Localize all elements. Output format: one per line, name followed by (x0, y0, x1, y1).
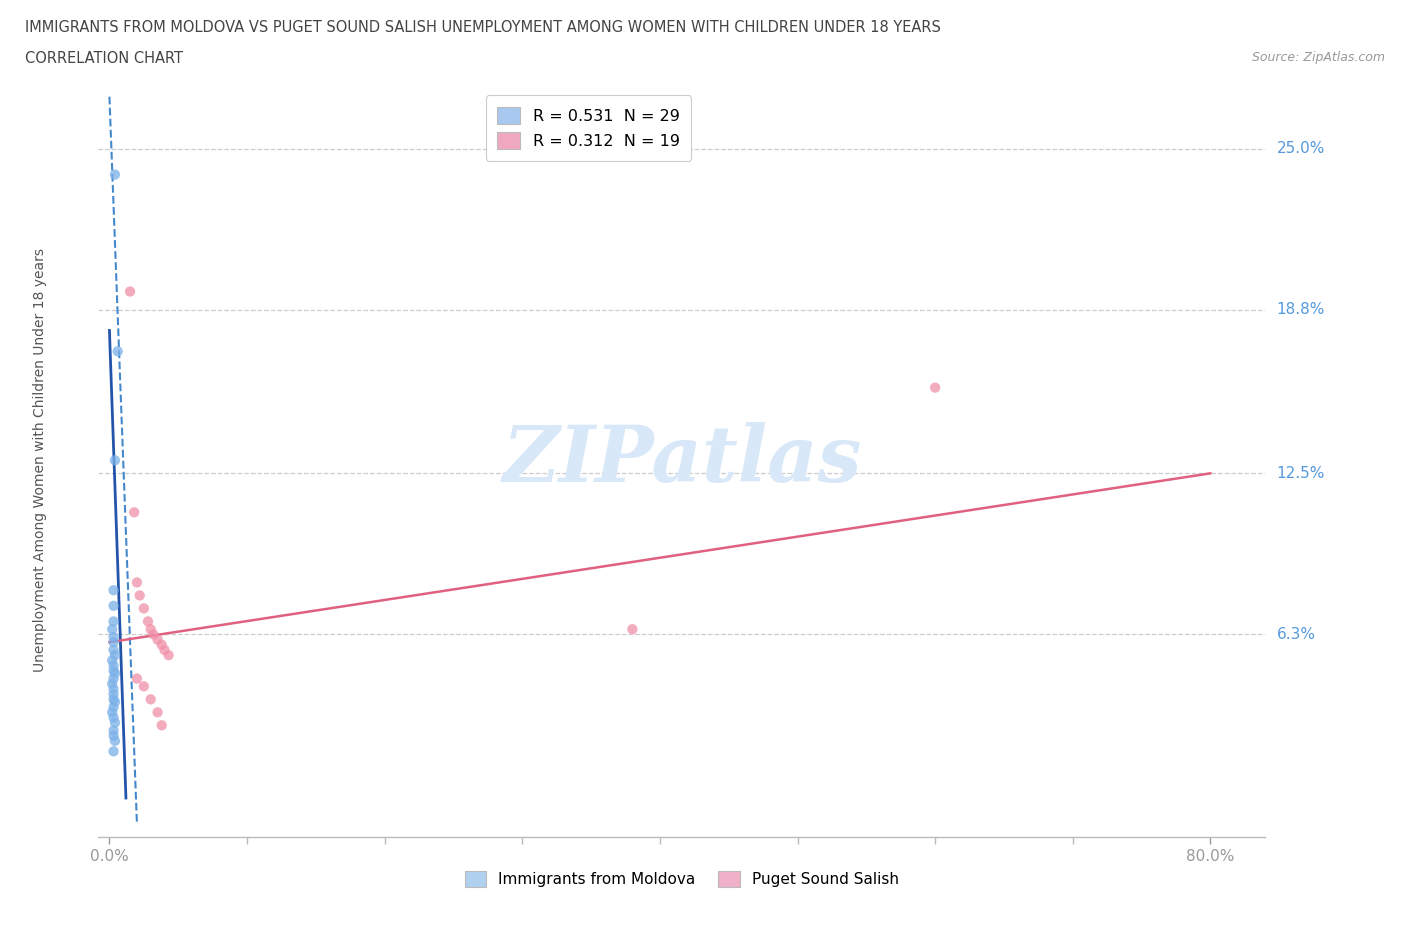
Point (103, 671, 125, 686)
Point (104, 715, 127, 730)
Point (132, 601, 155, 616)
Point (621, 622, 644, 637)
Point (924, 380, 946, 395)
Legend: Immigrants from Moldova, Puget Sound Salish: Immigrants from Moldova, Puget Sound Sal… (458, 865, 905, 894)
Point (104, 666, 127, 681)
Point (103, 692, 125, 707)
Point (101, 676, 124, 691)
Point (101, 622, 124, 637)
Point (128, 588, 150, 603)
Point (103, 583, 125, 598)
Point (132, 679, 155, 694)
Point (157, 647, 180, 662)
Point (104, 167, 127, 182)
Text: Unemployment Among Women with Children Under 18 years: Unemployment Among Women with Children U… (34, 248, 46, 672)
Point (136, 614, 159, 629)
Point (103, 598, 125, 613)
Point (101, 653, 124, 668)
Point (107, 344, 129, 359)
Point (101, 705, 124, 720)
Point (104, 647, 127, 662)
Text: IMMIGRANTS FROM MOLDOVA VS PUGET SOUND SALISH UNEMPLOYMENT AMONG WOMEN WITH CHIL: IMMIGRANTS FROM MOLDOVA VS PUGET SOUND S… (25, 20, 941, 35)
Point (103, 682, 125, 697)
Point (153, 643, 176, 658)
Point (104, 734, 127, 749)
Text: Source: ZipAtlas.com: Source: ZipAtlas.com (1251, 51, 1385, 64)
Point (125, 575, 148, 590)
Point (146, 705, 169, 720)
Point (125, 671, 148, 686)
Point (150, 637, 173, 652)
Point (103, 658, 125, 673)
Point (120, 284, 142, 299)
Point (104, 695, 127, 710)
Point (103, 744, 125, 759)
Text: 12.5%: 12.5% (1277, 466, 1324, 481)
Point (103, 663, 125, 678)
Text: CORRELATION CHART: CORRELATION CHART (25, 51, 183, 66)
Point (103, 711, 125, 725)
Point (146, 632, 169, 647)
Point (122, 505, 145, 520)
Text: 18.8%: 18.8% (1277, 302, 1324, 317)
Point (150, 718, 173, 733)
Point (103, 635, 125, 650)
Point (103, 643, 125, 658)
Point (142, 627, 165, 642)
Point (103, 614, 125, 629)
Point (103, 630, 125, 644)
Point (104, 453, 127, 468)
Point (103, 723, 125, 737)
Text: 6.3%: 6.3% (1277, 627, 1316, 642)
Point (139, 692, 162, 707)
Point (139, 622, 162, 637)
Point (103, 686, 125, 701)
Text: ZIPatlas: ZIPatlas (502, 422, 862, 498)
Point (103, 699, 125, 714)
Text: 25.0%: 25.0% (1277, 141, 1324, 156)
Point (103, 728, 125, 743)
